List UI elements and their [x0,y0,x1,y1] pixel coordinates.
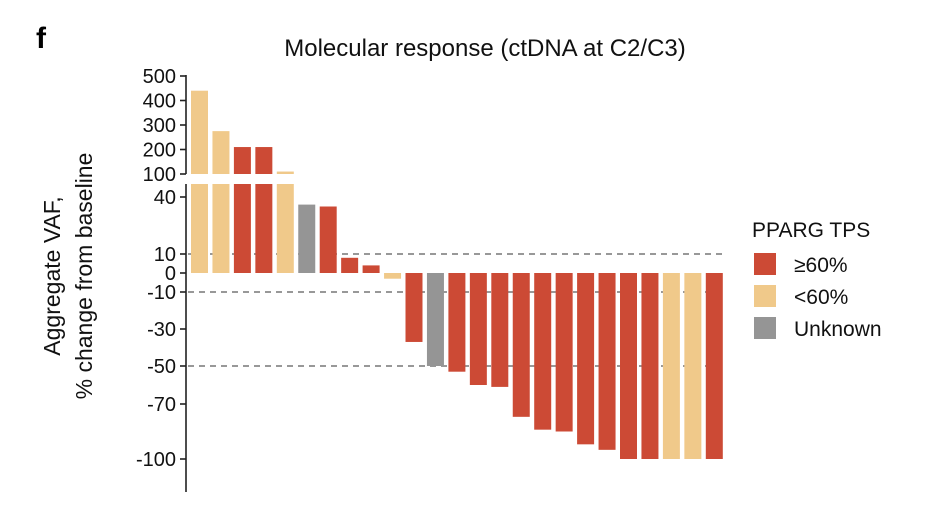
y-tick-label: 100 [143,164,176,186]
panel-letter: f [36,22,47,55]
bar [405,273,423,342]
y-tick-label: -70 [147,394,176,416]
bar [362,265,380,273]
bar [448,273,466,372]
y-tick-label: 40 [154,187,176,209]
bar [598,273,616,450]
legend-swatch [754,317,776,339]
y-tick-label: 10 [154,244,176,266]
legend-swatch [754,285,776,307]
bar [705,273,723,459]
legend-title: PPARG TPS [752,219,870,242]
bar [426,273,444,366]
legend-label: <60% [794,286,848,309]
bar [534,273,552,430]
y-tick-label: 200 [143,140,176,162]
bar [276,171,294,273]
y-tick-label: -100 [136,449,176,471]
bar [620,273,637,459]
y-tick-label: 500 [143,66,176,88]
y-tick-label: 0 [165,263,176,285]
bar [384,273,402,279]
legend: PPARG TPS ≥60% <60% Unknown [752,219,882,341]
bar [555,273,573,432]
bar [491,273,509,387]
bars [191,90,723,459]
y-tick-label: 400 [143,91,176,113]
bar [319,206,337,273]
bar [298,204,316,273]
bar [191,90,208,273]
bar [512,273,530,417]
bar [341,257,359,273]
bar [469,273,487,385]
legend-label: Unknown [794,318,882,341]
y-tick-label: -10 [147,282,176,304]
legend-label: ≥60% [794,254,848,277]
y-axis-label-line2: % change from baseline [71,153,97,400]
bar [684,273,702,459]
legend-swatch [754,253,776,275]
bar [255,147,273,273]
bar [577,273,595,445]
y-tick-label: -30 [147,319,176,341]
y-tick-label: -50 [147,356,176,378]
y-tick-label: 300 [143,115,176,137]
y-axis-label-line1: Aggregate VAF, [39,196,65,355]
bar [233,147,251,273]
bar [641,273,659,459]
bar [212,131,230,273]
chart-title: Molecular response (ctDNA at C2/C3) [284,35,685,62]
bar [662,273,680,459]
